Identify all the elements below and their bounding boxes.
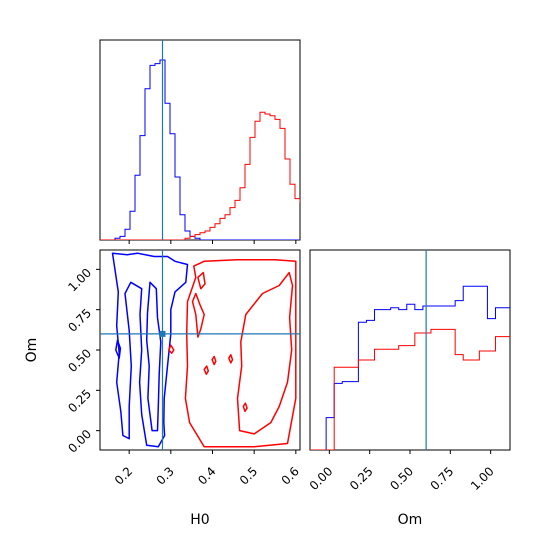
contour-red-6	[211, 355, 217, 366]
histogram-om-blue	[310, 285, 510, 450]
truth-marker	[159, 330, 166, 337]
om-x-tick-label-3: 0.75	[428, 464, 457, 493]
panel-2d-contours: 0.2 0.3 0.4 0.5 0.6 0.00 0.25 0.50 0.75 1.00 H0 O…	[24, 249, 302, 528]
contour-red-9	[203, 365, 210, 375]
panel-h0-histogram-frame	[99, 39, 301, 241]
histogram-om-red	[310, 328, 510, 450]
y-axis-label-om: Om	[24, 338, 40, 363]
contour-red-7	[228, 354, 234, 364]
contour-red-1	[184, 258, 297, 448]
om-y-tick-label-1: 0.25	[65, 387, 94, 416]
panel-h0-histogram	[99, 39, 301, 244]
contour-blue-2	[145, 281, 162, 432]
contour-red-8	[242, 402, 248, 413]
om-x-tick-label-2: 0.50	[387, 464, 416, 493]
contour-red-2	[236, 271, 294, 435]
contour-red-3	[197, 271, 206, 290]
contour-red-5	[168, 344, 175, 354]
h0-x-tick-label-4: 0.6	[279, 464, 302, 487]
x-axis-label-om: Om	[398, 512, 423, 528]
contour-blue-3	[115, 339, 122, 359]
om-y-tick-label-3: 0.75	[65, 306, 94, 335]
om-x-tick-label-0: 0.00	[307, 464, 336, 493]
contour-red-4	[191, 292, 205, 338]
om-y-tick-label-4: 1.00	[65, 266, 94, 295]
histogram-h0-blue	[100, 59, 300, 240]
om-y-tick-label-2: 0.50	[65, 346, 94, 375]
om-y-tick-label-0: 0.00	[65, 427, 94, 456]
panel-om-histogram: 0.00 0.25 0.50 0.75 1.00 Om	[307, 249, 511, 528]
om-x-tick-label-1: 0.25	[347, 464, 376, 493]
h0-x-tick-label-2: 0.4	[195, 464, 218, 487]
h0-x-tick-label-1: 0.3	[154, 464, 177, 487]
om-x-tick-label-4: 1.00	[468, 464, 497, 493]
h0-x-tick-label-0: 0.2	[112, 464, 135, 487]
h0-x-tick-label-3: 0.5	[237, 464, 260, 487]
panel-om-histogram-frame	[309, 249, 511, 451]
x-axis-label-h0: H0	[190, 512, 209, 528]
histogram-h0-red	[100, 111, 300, 240]
